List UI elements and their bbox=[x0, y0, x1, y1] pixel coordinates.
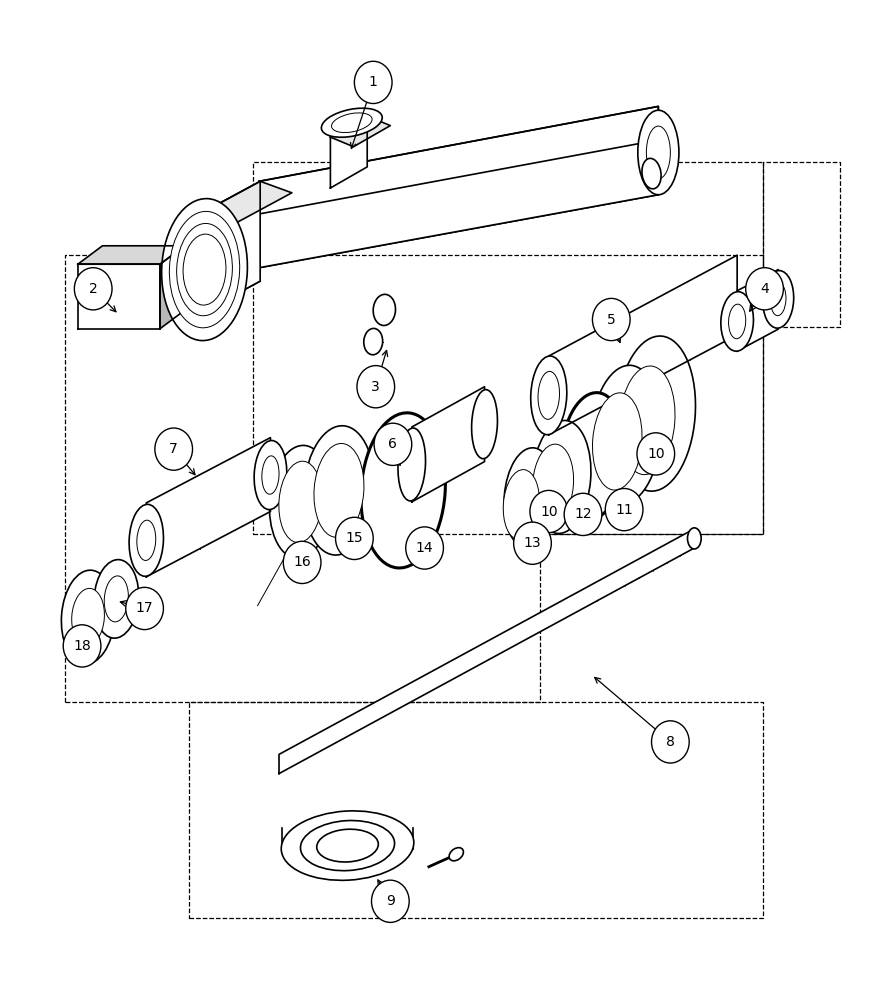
Polygon shape bbox=[78, 264, 160, 329]
Text: 10: 10 bbox=[647, 447, 665, 461]
Ellipse shape bbox=[361, 413, 445, 568]
Circle shape bbox=[592, 298, 630, 341]
Polygon shape bbox=[549, 255, 737, 435]
Ellipse shape bbox=[729, 304, 746, 339]
Text: 11: 11 bbox=[615, 503, 633, 517]
Ellipse shape bbox=[94, 560, 139, 638]
Circle shape bbox=[284, 541, 321, 584]
Ellipse shape bbox=[560, 393, 626, 519]
Ellipse shape bbox=[321, 108, 383, 137]
Text: 16: 16 bbox=[293, 555, 311, 569]
Ellipse shape bbox=[279, 461, 322, 543]
Circle shape bbox=[637, 433, 674, 475]
Circle shape bbox=[606, 488, 643, 531]
Circle shape bbox=[357, 366, 394, 408]
Ellipse shape bbox=[591, 365, 661, 504]
Ellipse shape bbox=[183, 234, 226, 305]
Ellipse shape bbox=[71, 588, 104, 646]
Ellipse shape bbox=[262, 456, 279, 494]
Text: 5: 5 bbox=[607, 313, 615, 327]
Polygon shape bbox=[146, 438, 270, 577]
Polygon shape bbox=[412, 387, 484, 502]
Circle shape bbox=[155, 428, 193, 470]
Ellipse shape bbox=[317, 829, 378, 862]
Ellipse shape bbox=[269, 445, 332, 558]
Text: 2: 2 bbox=[89, 282, 97, 296]
Text: 3: 3 bbox=[371, 380, 380, 394]
Ellipse shape bbox=[472, 390, 498, 459]
Polygon shape bbox=[737, 270, 778, 351]
Text: 15: 15 bbox=[345, 531, 363, 545]
Ellipse shape bbox=[301, 821, 394, 871]
Ellipse shape bbox=[62, 570, 115, 664]
Ellipse shape bbox=[592, 393, 642, 490]
Circle shape bbox=[63, 625, 101, 667]
Ellipse shape bbox=[177, 223, 233, 316]
Polygon shape bbox=[160, 246, 185, 329]
Polygon shape bbox=[279, 529, 694, 774]
Circle shape bbox=[651, 721, 690, 763]
Ellipse shape bbox=[373, 294, 395, 325]
Circle shape bbox=[514, 522, 551, 564]
Circle shape bbox=[374, 423, 412, 465]
Ellipse shape bbox=[129, 504, 163, 576]
Ellipse shape bbox=[642, 158, 661, 189]
Polygon shape bbox=[189, 181, 260, 320]
Ellipse shape bbox=[533, 444, 574, 523]
Circle shape bbox=[530, 490, 567, 533]
Ellipse shape bbox=[450, 848, 464, 861]
Ellipse shape bbox=[688, 528, 701, 549]
Polygon shape bbox=[330, 116, 368, 188]
Text: 13: 13 bbox=[524, 536, 541, 550]
Ellipse shape bbox=[504, 448, 556, 548]
Polygon shape bbox=[189, 181, 292, 231]
Ellipse shape bbox=[303, 426, 375, 555]
Text: 7: 7 bbox=[169, 442, 178, 456]
Polygon shape bbox=[260, 106, 658, 268]
Circle shape bbox=[406, 527, 443, 569]
Ellipse shape bbox=[161, 199, 247, 341]
Ellipse shape bbox=[503, 470, 540, 540]
Text: 14: 14 bbox=[416, 541, 434, 555]
Ellipse shape bbox=[104, 576, 128, 622]
Circle shape bbox=[126, 587, 163, 630]
Ellipse shape bbox=[533, 420, 591, 533]
Circle shape bbox=[354, 61, 392, 104]
Circle shape bbox=[74, 268, 112, 310]
Text: 1: 1 bbox=[368, 75, 377, 89]
Ellipse shape bbox=[647, 126, 671, 179]
Text: 9: 9 bbox=[386, 894, 395, 908]
Text: 6: 6 bbox=[389, 437, 397, 451]
Circle shape bbox=[335, 517, 373, 560]
Polygon shape bbox=[78, 246, 185, 264]
Ellipse shape bbox=[616, 336, 696, 491]
Circle shape bbox=[564, 493, 602, 536]
Text: 18: 18 bbox=[73, 639, 91, 653]
Text: 12: 12 bbox=[574, 507, 591, 521]
Ellipse shape bbox=[531, 356, 566, 435]
Ellipse shape bbox=[763, 271, 794, 328]
Ellipse shape bbox=[364, 328, 383, 355]
Ellipse shape bbox=[136, 520, 156, 560]
Ellipse shape bbox=[538, 371, 559, 419]
Ellipse shape bbox=[254, 441, 287, 510]
Polygon shape bbox=[330, 116, 391, 147]
Polygon shape bbox=[260, 106, 658, 214]
Text: 10: 10 bbox=[540, 505, 558, 519]
Ellipse shape bbox=[332, 113, 372, 133]
Circle shape bbox=[371, 880, 409, 922]
Ellipse shape bbox=[169, 211, 240, 328]
Ellipse shape bbox=[619, 366, 675, 475]
Ellipse shape bbox=[398, 428, 425, 501]
Ellipse shape bbox=[314, 443, 364, 537]
Text: 17: 17 bbox=[136, 601, 153, 615]
Text: 8: 8 bbox=[666, 735, 674, 749]
Ellipse shape bbox=[638, 110, 679, 195]
Ellipse shape bbox=[771, 283, 786, 316]
Text: 4: 4 bbox=[760, 282, 769, 296]
Circle shape bbox=[746, 268, 783, 310]
Ellipse shape bbox=[281, 811, 414, 880]
Ellipse shape bbox=[721, 292, 754, 351]
